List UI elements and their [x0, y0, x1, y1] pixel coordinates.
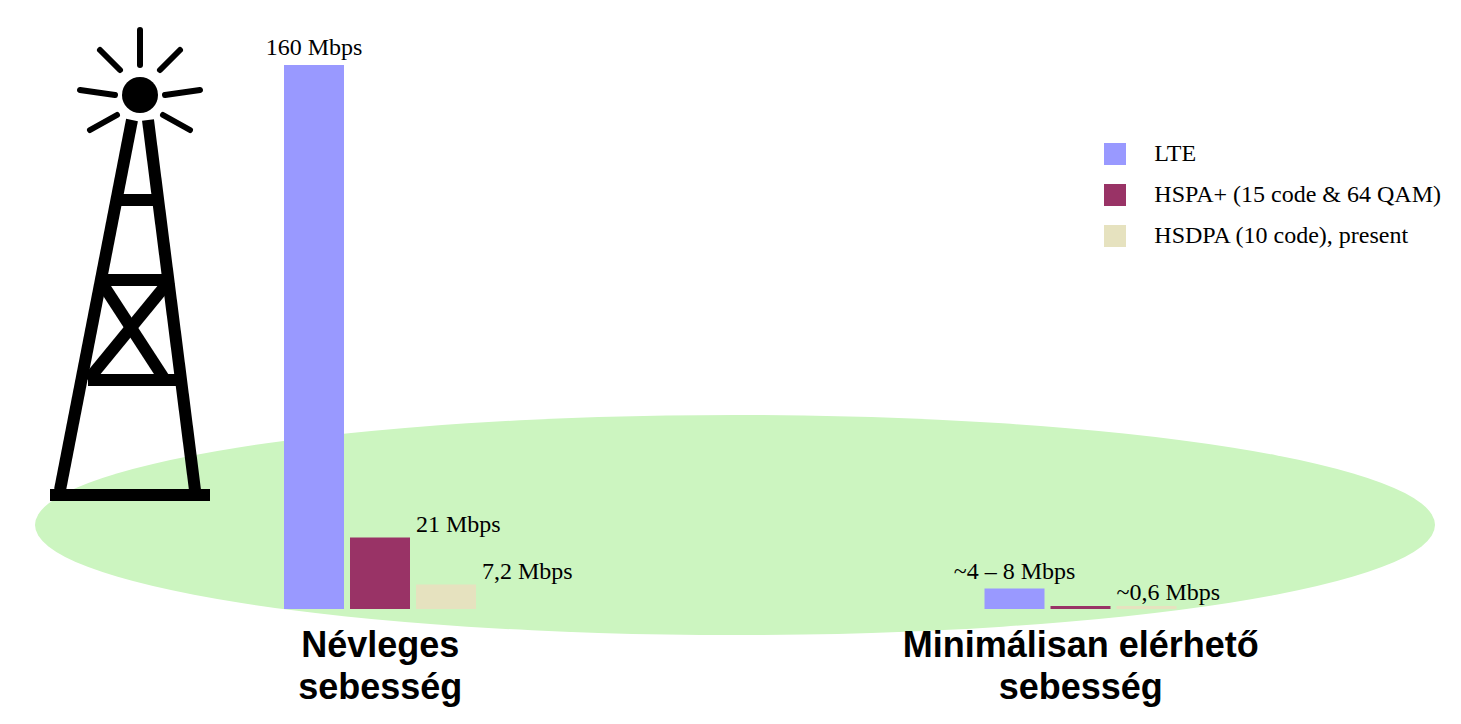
svg-text:160 Mbps: 160 Mbps	[266, 34, 363, 60]
html-text:LTE: LTE	[1154, 140, 1197, 166]
svg-text:Minimálisan elérhetősebesség: Minimálisan elérhetősebesség	[903, 624, 1259, 707]
html-text:HSDPA (10 code), present: HSDPA (10 code), present	[1154, 222, 1409, 248]
svg-text:7,2 Mbps: 7,2 Mbps	[482, 558, 573, 584]
html-text:HSPA+ (15 code & 64 QAM): HSPA+ (15 code & 64 QAM)	[1154, 181, 1441, 207]
svg-text:Névlegessebesség: Névlegessebesség	[298, 624, 462, 707]
svg-text:~0,6 Mbps: ~0,6 Mbps	[1117, 579, 1221, 605]
svg-text:~4 – 8 Mbps: ~4 – 8 Mbps	[954, 558, 1076, 584]
svg-text:21 Mbps: 21 Mbps	[416, 511, 501, 537]
